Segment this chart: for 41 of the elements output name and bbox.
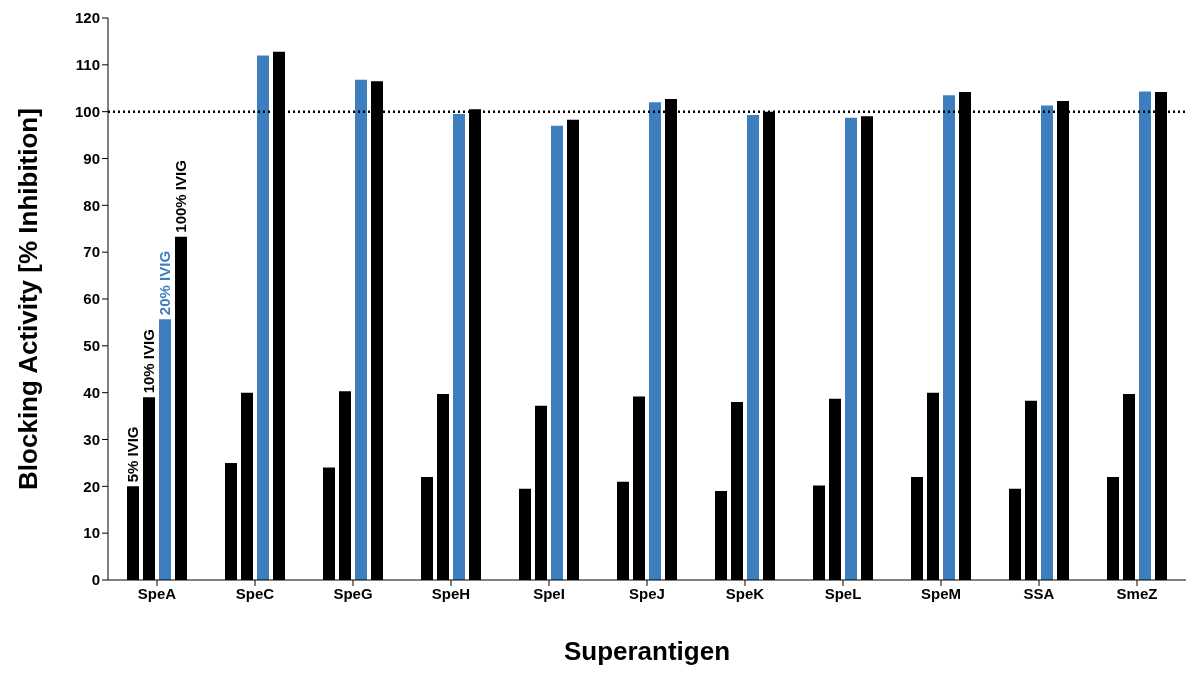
bar	[845, 117, 857, 580]
y-tick-label: 10	[83, 524, 100, 542]
y-tick-label: 90	[83, 149, 100, 167]
text: 5% IVIG	[124, 426, 141, 483]
bar	[747, 114, 759, 580]
y-tick-label: 120	[74, 9, 100, 27]
x-tick-label: SmeZ	[1116, 584, 1158, 602]
y-tick-label: 70	[83, 243, 100, 261]
bar	[943, 95, 955, 580]
y-tick-label: 40	[83, 383, 100, 401]
bar	[257, 55, 269, 580]
y-tick-label: 30	[83, 430, 100, 448]
bar	[355, 79, 367, 580]
x-tick-label: SpeL	[824, 584, 862, 602]
bar	[159, 319, 171, 580]
x-tick-label: SpeG	[333, 584, 373, 602]
x-tick-label: SpeH	[431, 584, 471, 602]
x-tick-label: SpeK	[725, 584, 765, 602]
y-tick-label: 20	[83, 477, 100, 495]
y-tick-label: 60	[83, 290, 100, 308]
x-axis-title: Superantigen	[563, 636, 731, 666]
y-axis-title: Blocking Activity [% Inhibition]	[13, 108, 44, 490]
x-tick-label: SpeJ	[629, 584, 665, 602]
y-tick-label: 100	[74, 102, 100, 120]
y-tick-label: 80	[83, 196, 100, 214]
x-tick-label: SpeC	[235, 584, 275, 602]
bar	[453, 114, 465, 580]
text: 20% IVIG	[156, 250, 173, 316]
bar	[551, 125, 563, 580]
x-tick-label: SpeI	[533, 584, 565, 602]
y-tick-label: 110	[75, 56, 100, 74]
x-tick-label: SpeM	[920, 584, 962, 602]
bar	[649, 102, 661, 580]
bar	[1139, 91, 1151, 580]
y-tick-label: 0	[91, 571, 100, 589]
x-tick-label: SSA	[1023, 584, 1055, 602]
x-tick-label: SpeA	[137, 584, 177, 602]
bar	[1041, 105, 1053, 580]
text: 10% IVIG	[140, 329, 157, 394]
text: 100% IVIG	[172, 160, 189, 233]
y-tick-label: 50	[83, 337, 100, 355]
